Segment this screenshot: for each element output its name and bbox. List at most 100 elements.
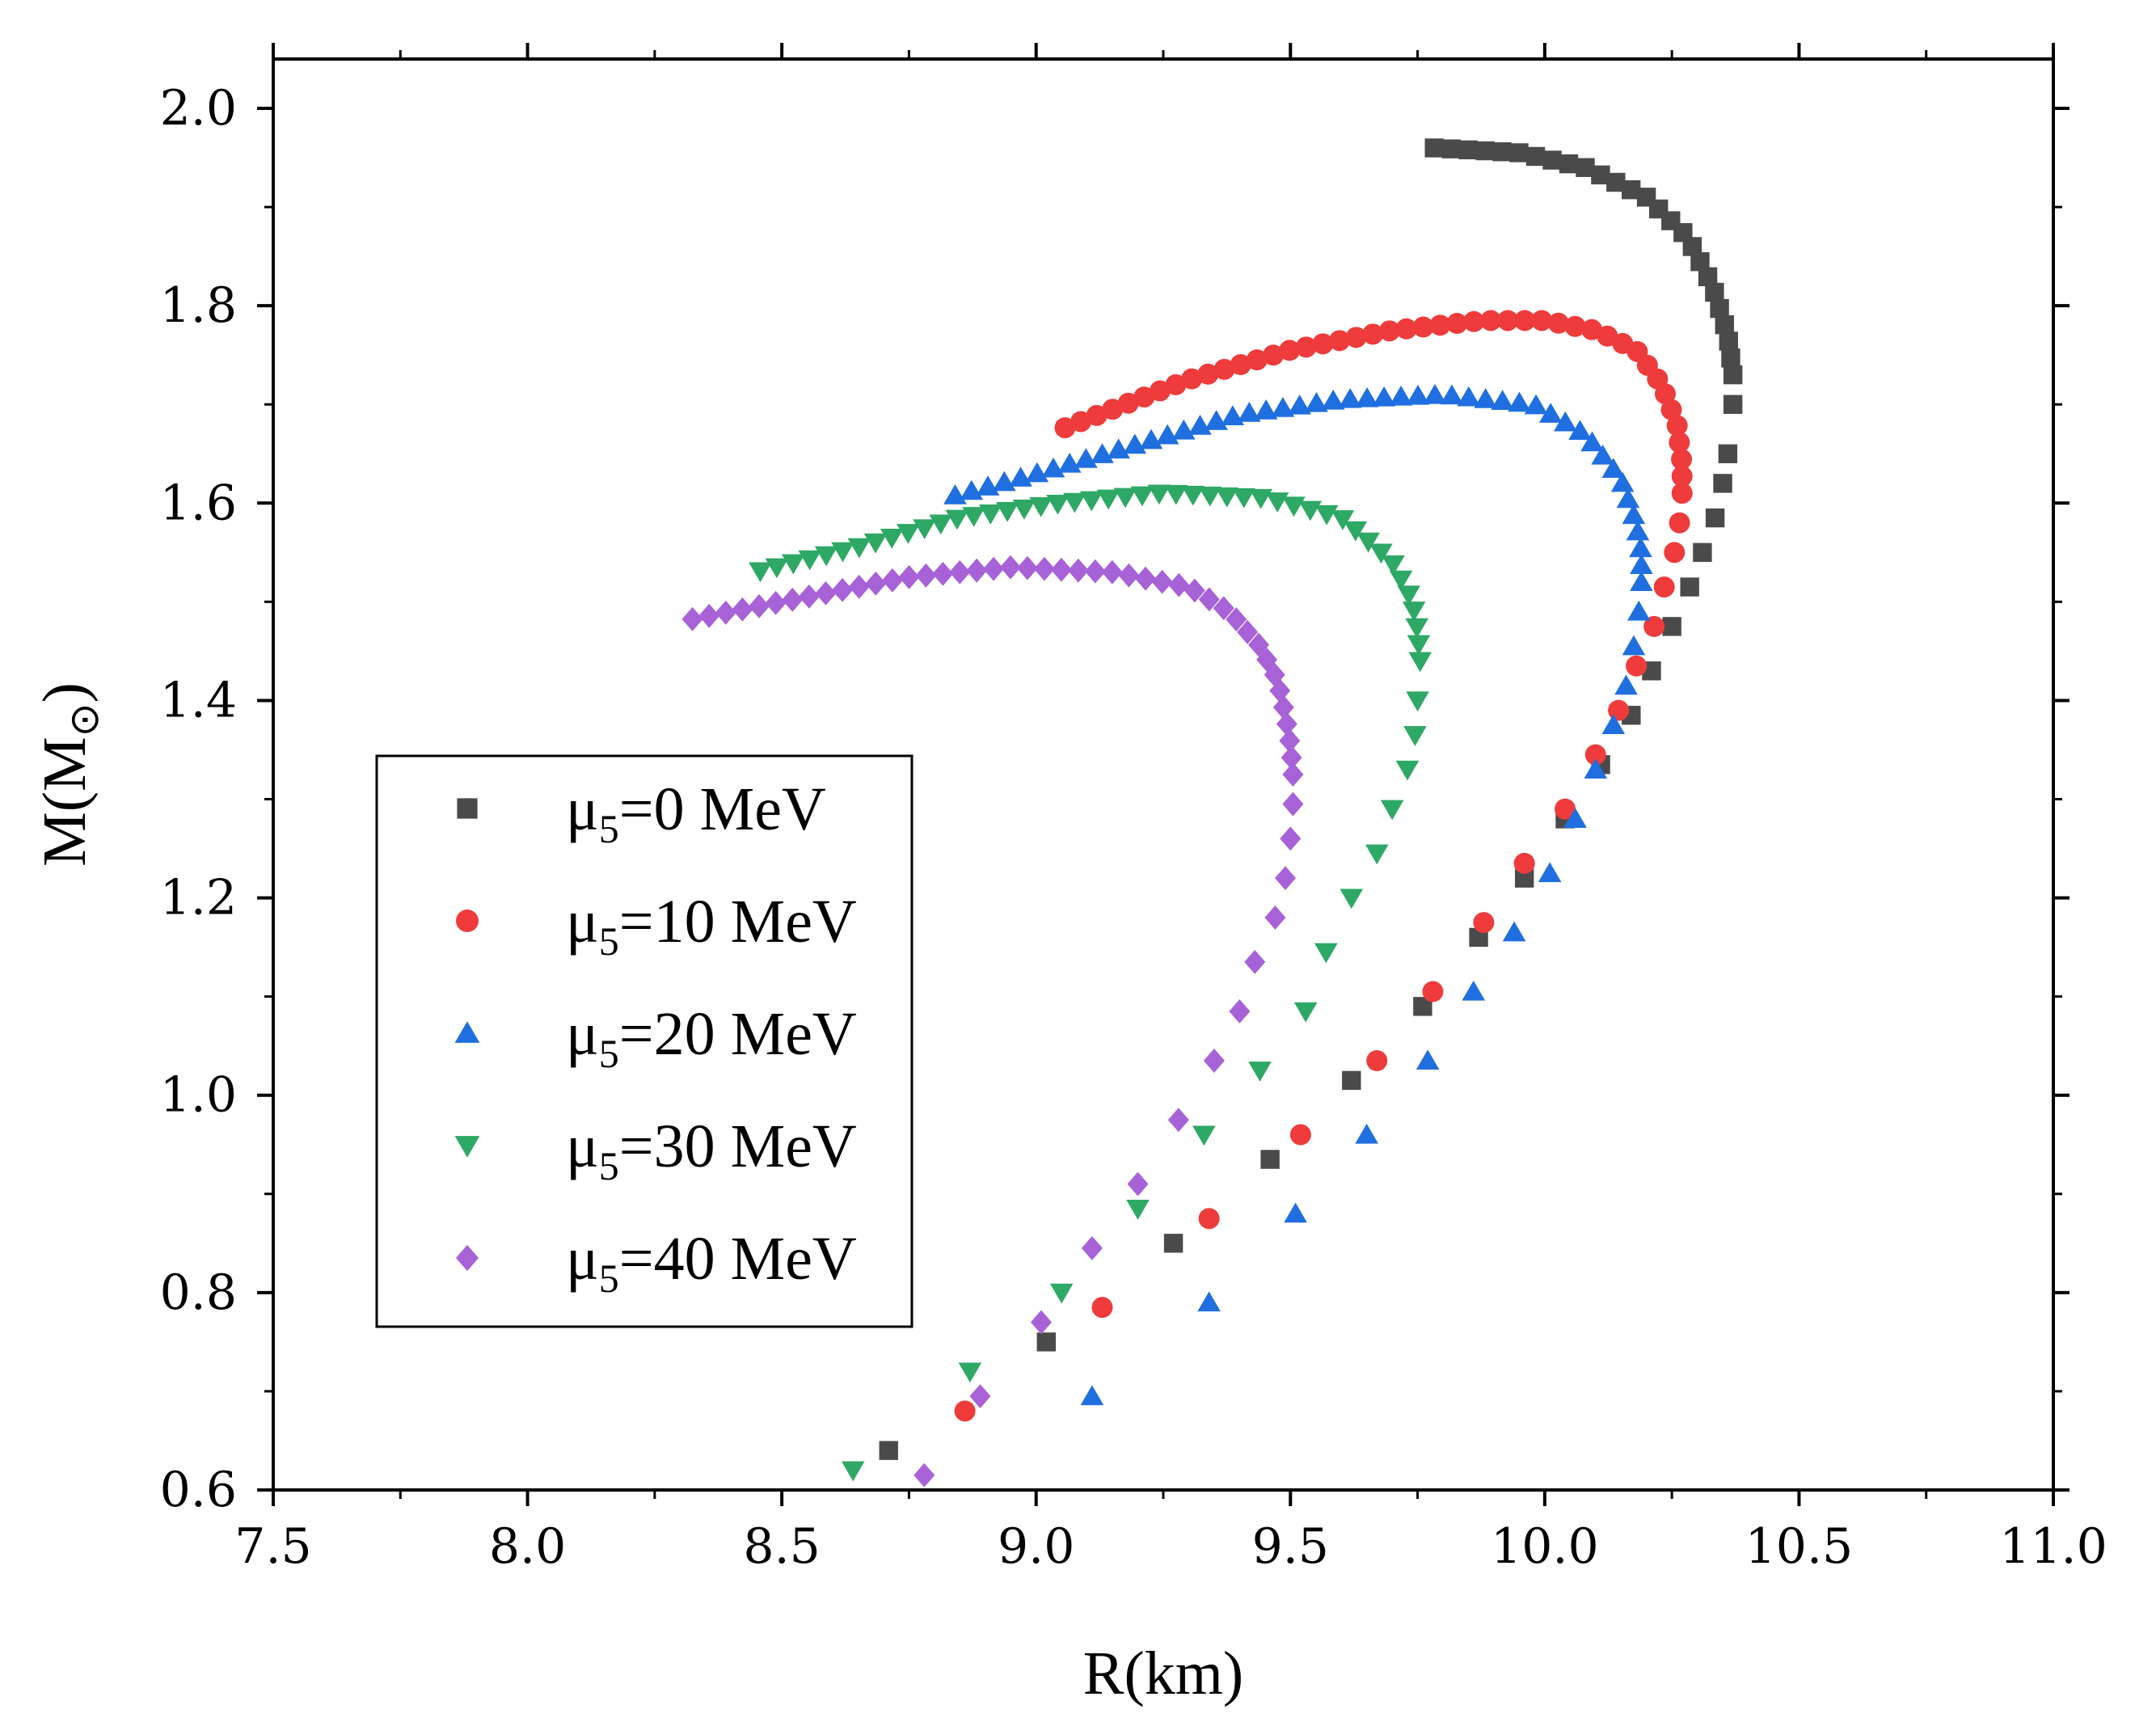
data-point [1280, 826, 1302, 851]
data-point [1147, 484, 1171, 505]
data-point [732, 597, 753, 622]
data-point [1264, 905, 1286, 930]
data-point [1165, 374, 1187, 395]
y-tick-label: 1.2 [160, 870, 237, 926]
data-point [976, 475, 1000, 496]
data-point [1205, 410, 1228, 430]
data-point [1215, 487, 1239, 508]
data-point [1329, 330, 1351, 352]
y-tick-label: 0.8 [160, 1264, 237, 1321]
data-point [1314, 504, 1339, 525]
legend-marker [454, 1021, 480, 1043]
y-axis-title-main: M(M [31, 736, 99, 866]
data-point [749, 593, 770, 618]
data-point [1584, 744, 1606, 766]
data-point [954, 1400, 976, 1422]
data-point [1723, 395, 1743, 414]
data-point [1457, 386, 1481, 407]
y-axis-title-sub: ⊙ [61, 703, 107, 736]
data-point [1554, 411, 1577, 432]
data-point [798, 584, 820, 609]
data-point [1412, 316, 1434, 338]
data-point [1653, 576, 1675, 598]
data-point [1406, 384, 1430, 405]
data-point [949, 559, 971, 585]
data-point [681, 606, 703, 631]
data-point [1601, 714, 1626, 735]
data-point [1272, 694, 1294, 720]
data-point [1197, 1291, 1221, 1312]
data-point [1305, 391, 1328, 412]
data-point [1198, 587, 1220, 612]
legend-label: μ5=10 MeV [566, 888, 857, 964]
data-point [1576, 158, 1595, 177]
y-tick-label: 2.0 [160, 80, 237, 137]
y-axis-title: M(M⊙) [31, 682, 107, 867]
data-point [1568, 420, 1592, 441]
data-point [1629, 537, 1652, 558]
data-point [1289, 1124, 1311, 1146]
legend-label-prefix: μ [566, 1112, 599, 1180]
legend-label-suffix: =0 MeV [619, 775, 826, 843]
data-point [1342, 1070, 1361, 1091]
data-point [1041, 457, 1065, 478]
data-point [832, 577, 854, 602]
data-point [1463, 310, 1485, 332]
data-point [1630, 554, 1653, 575]
data-point [1254, 399, 1278, 420]
data-point [782, 587, 804, 612]
y-tick-label: 1.4 [160, 672, 237, 728]
legend-item: μ5=20 MeV [454, 1000, 857, 1076]
data-point [1440, 384, 1464, 405]
data-point [1382, 555, 1405, 576]
legend-label-sub: 5 [599, 1256, 619, 1301]
data-point [1312, 333, 1334, 355]
data-point [1213, 358, 1235, 380]
data-point [1525, 146, 1546, 167]
data-point [1248, 1061, 1272, 1082]
data-point [1281, 745, 1302, 770]
data-point [1246, 349, 1268, 371]
data-point [1163, 1234, 1183, 1253]
data-point [932, 561, 954, 586]
data-point [1293, 1002, 1318, 1023]
legend-label-prefix: μ [566, 1000, 599, 1068]
x-tick-label: 11.0 [1999, 1518, 2107, 1575]
data-point [969, 1384, 991, 1408]
data-point [1274, 866, 1296, 891]
data-point [1608, 699, 1630, 721]
axes-layer: 7.5 8.0 8.5 9.0 9.5 10.0 10.5 11.0 0.6 0.8 1.0 1.2 1… [160, 43, 2107, 1575]
data-point [1203, 1049, 1225, 1073]
data-point [1669, 432, 1690, 454]
data-point [1284, 1202, 1307, 1223]
data-point [1362, 323, 1384, 345]
data-point [1389, 570, 1413, 591]
data-point [1181, 485, 1205, 506]
data-point [1555, 798, 1576, 820]
data-point [1601, 458, 1626, 479]
data-point [960, 479, 984, 500]
data-point [1584, 758, 1608, 779]
series-2 [943, 383, 1653, 1406]
data-point [1508, 391, 1531, 412]
data-point [1279, 728, 1301, 753]
legend-marker [457, 798, 478, 819]
data-point [1614, 674, 1638, 695]
data-point [1139, 428, 1163, 449]
data-point [1581, 319, 1603, 340]
data-point [999, 555, 1021, 580]
legend-label: μ5=0 MeV [566, 775, 826, 851]
legend-label: μ5=20 MeV [566, 1000, 857, 1076]
data-point [1271, 397, 1295, 417]
data-point [1718, 444, 1738, 463]
data-point [841, 1461, 865, 1482]
data-point [1118, 563, 1140, 588]
data-point [1422, 981, 1444, 1002]
data-point [1050, 557, 1072, 582]
data-point [1671, 466, 1693, 487]
data-point [865, 571, 887, 596]
data-point [1107, 438, 1130, 459]
data-point [1091, 443, 1114, 463]
series-3 [749, 484, 1432, 1482]
